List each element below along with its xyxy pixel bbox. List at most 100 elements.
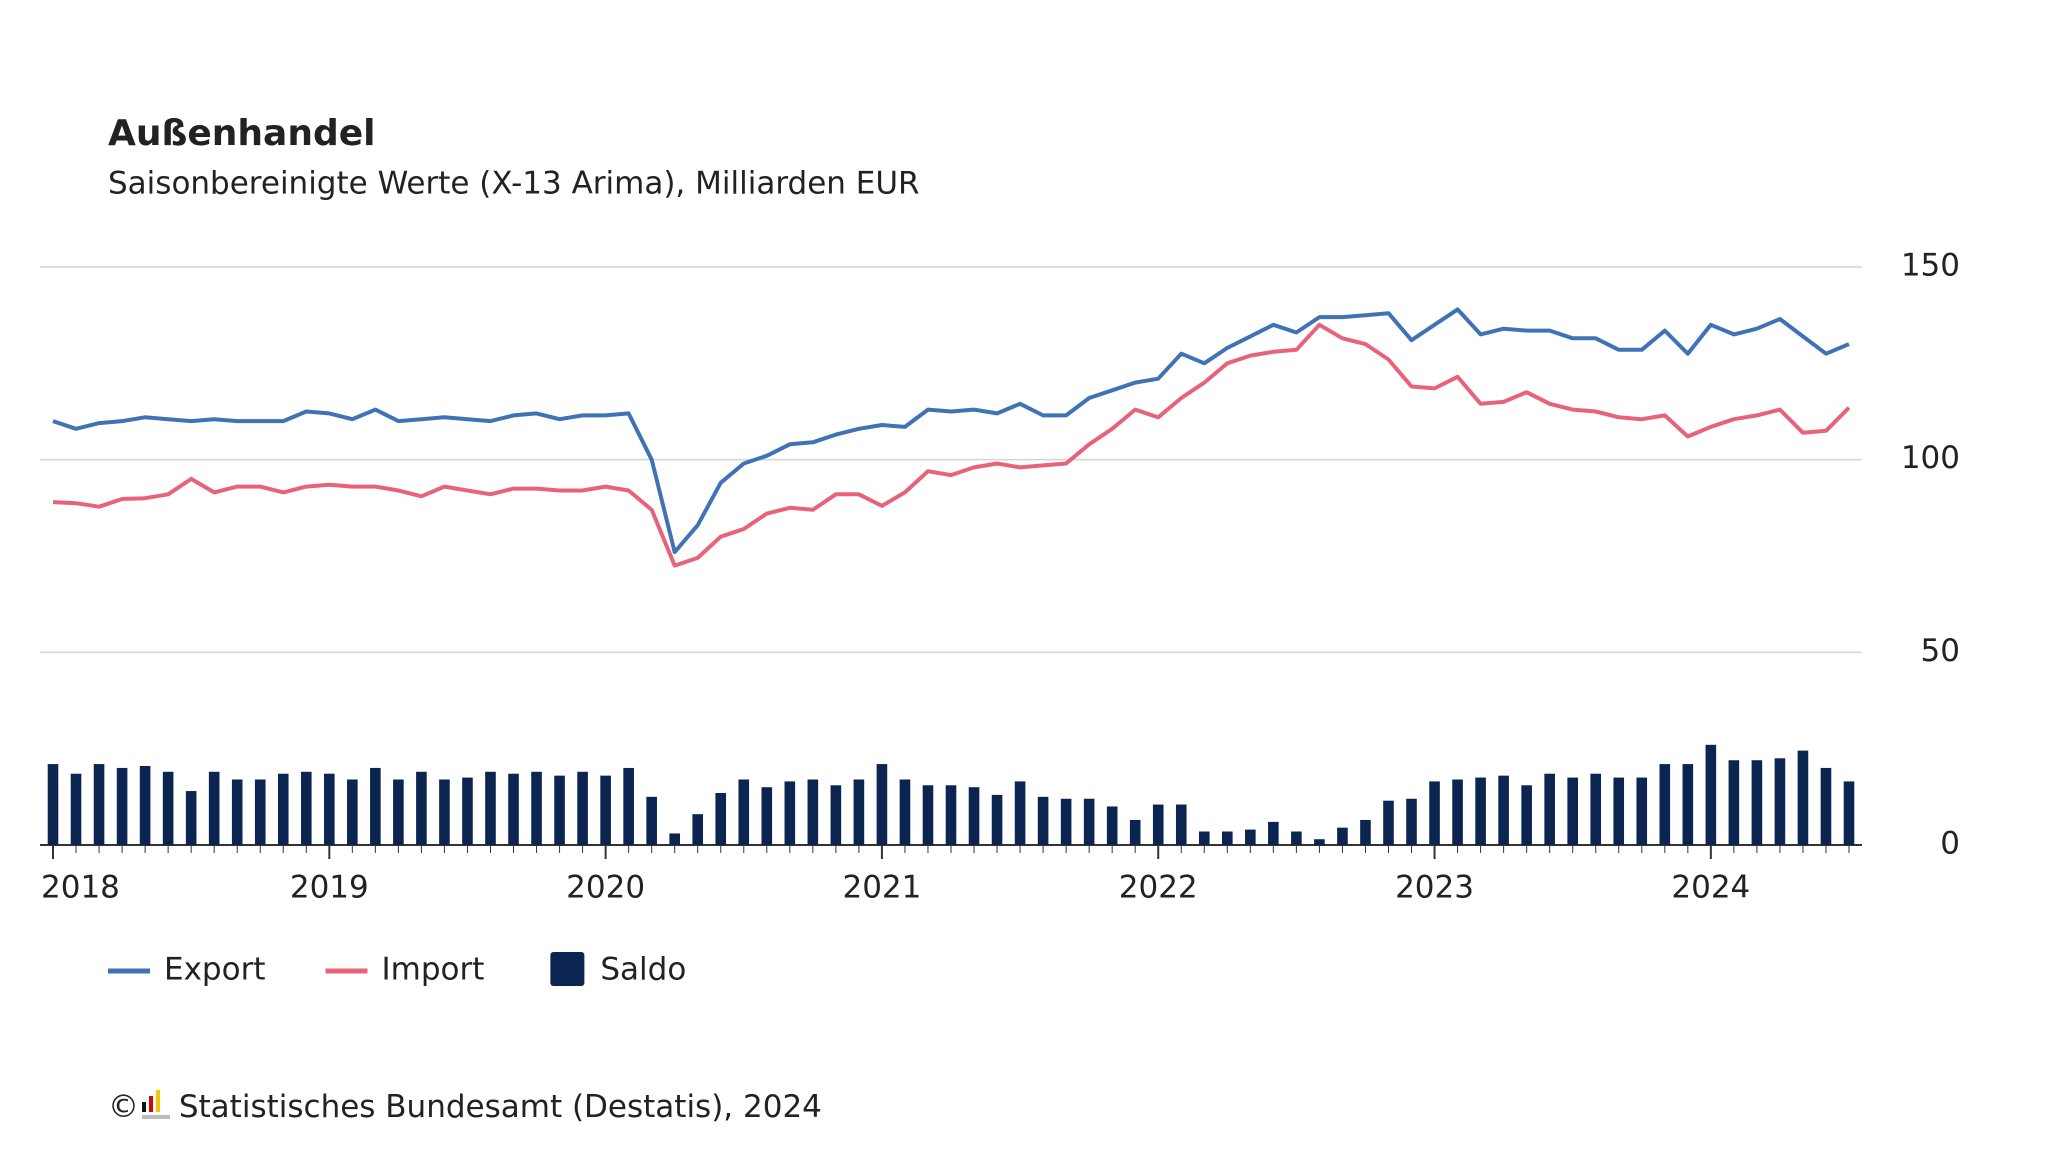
bar (462, 777, 473, 845)
bar (300, 771, 312, 845)
x-tick-label: 2020 (566, 870, 645, 906)
bar (1245, 829, 1256, 845)
bar (1521, 785, 1532, 845)
bar (968, 787, 980, 845)
bar (715, 792, 727, 845)
bar (1222, 831, 1233, 845)
x-tick-label: 2018 (41, 870, 120, 906)
bar (1037, 796, 1049, 845)
bar (508, 773, 519, 845)
bar (1636, 777, 1648, 845)
legend-swatch (550, 952, 585, 986)
x-tick-label: 2023 (1395, 870, 1474, 906)
y-tick-label: 50 (1921, 633, 1960, 669)
bar (1268, 821, 1279, 845)
bar (623, 767, 634, 845)
y-tick-label: 0 (1940, 826, 1960, 862)
bar (1774, 758, 1786, 845)
bar (1820, 767, 1832, 845)
bar (1843, 781, 1855, 845)
bar (324, 773, 335, 845)
bar (277, 773, 289, 845)
bar (254, 779, 266, 845)
bar (1060, 798, 1072, 845)
bar (1360, 819, 1371, 845)
bar (1452, 779, 1463, 845)
bar (876, 764, 888, 845)
bar (1544, 773, 1555, 845)
footer: © Statistisches Bundesamt (Destatis), 20… (108, 1089, 822, 1125)
bar (93, 764, 105, 845)
bar (231, 779, 243, 845)
bar (1106, 806, 1118, 845)
bar (1797, 750, 1809, 845)
bar (347, 779, 358, 845)
bar (807, 779, 819, 845)
bar (1498, 775, 1509, 845)
bar (1083, 798, 1095, 845)
bar (761, 787, 773, 845)
bar (1705, 744, 1717, 845)
bar (899, 779, 911, 845)
y-tick-label: 150 (1901, 248, 1960, 284)
bar (70, 773, 82, 845)
bar (208, 771, 220, 845)
bar (669, 833, 680, 845)
bar (139, 766, 151, 845)
bar (370, 767, 381, 845)
bar (738, 779, 750, 845)
bar (554, 775, 565, 845)
line-series (52, 307, 1850, 555)
bar (922, 785, 934, 845)
legend-label: Import (381, 952, 484, 988)
bar (1429, 781, 1440, 845)
line-series (52, 322, 1851, 568)
legend-label: Saldo (600, 952, 686, 988)
y-tick-label: 100 (1901, 440, 1960, 476)
bar (439, 779, 450, 845)
x-tick-label: 2024 (1671, 870, 1750, 906)
bar (185, 791, 197, 845)
bar (784, 781, 796, 845)
bar (1659, 764, 1671, 845)
bar (692, 814, 704, 845)
bar (577, 771, 588, 845)
bar (1475, 777, 1486, 845)
legend-label: Export (164, 952, 265, 988)
bar (531, 771, 542, 845)
bar (853, 779, 865, 845)
bar (1383, 800, 1394, 845)
bar (1567, 777, 1578, 845)
bar (646, 796, 657, 845)
bar (1682, 764, 1694, 845)
bar (162, 771, 174, 845)
bar (1314, 839, 1325, 845)
bar (1751, 760, 1763, 845)
bar (1613, 777, 1625, 845)
bar (830, 785, 842, 845)
bar (1406, 798, 1417, 845)
chart-title: Außenhandel (108, 113, 376, 154)
chart-subtitle: Saisonbereinigte Werte (X-13 Arima), Mil… (108, 166, 920, 202)
bar (1152, 804, 1164, 845)
x-tick-label: 2022 (1119, 870, 1198, 906)
bar (485, 771, 496, 845)
bar (1129, 819, 1141, 845)
bar (1014, 781, 1026, 845)
bar (991, 794, 1003, 845)
footer-icon (142, 1090, 170, 1119)
bar (116, 767, 128, 845)
bar (1337, 827, 1348, 845)
bar (393, 779, 404, 845)
bar (945, 785, 957, 845)
bar (1198, 831, 1210, 845)
x-tick-label: 2019 (290, 870, 369, 906)
bar (1728, 760, 1740, 845)
bar (1175, 804, 1187, 845)
bar (1291, 831, 1302, 845)
bar (600, 775, 611, 845)
bar (47, 764, 59, 845)
x-tick-label: 2021 (842, 870, 921, 906)
bar (416, 771, 427, 845)
